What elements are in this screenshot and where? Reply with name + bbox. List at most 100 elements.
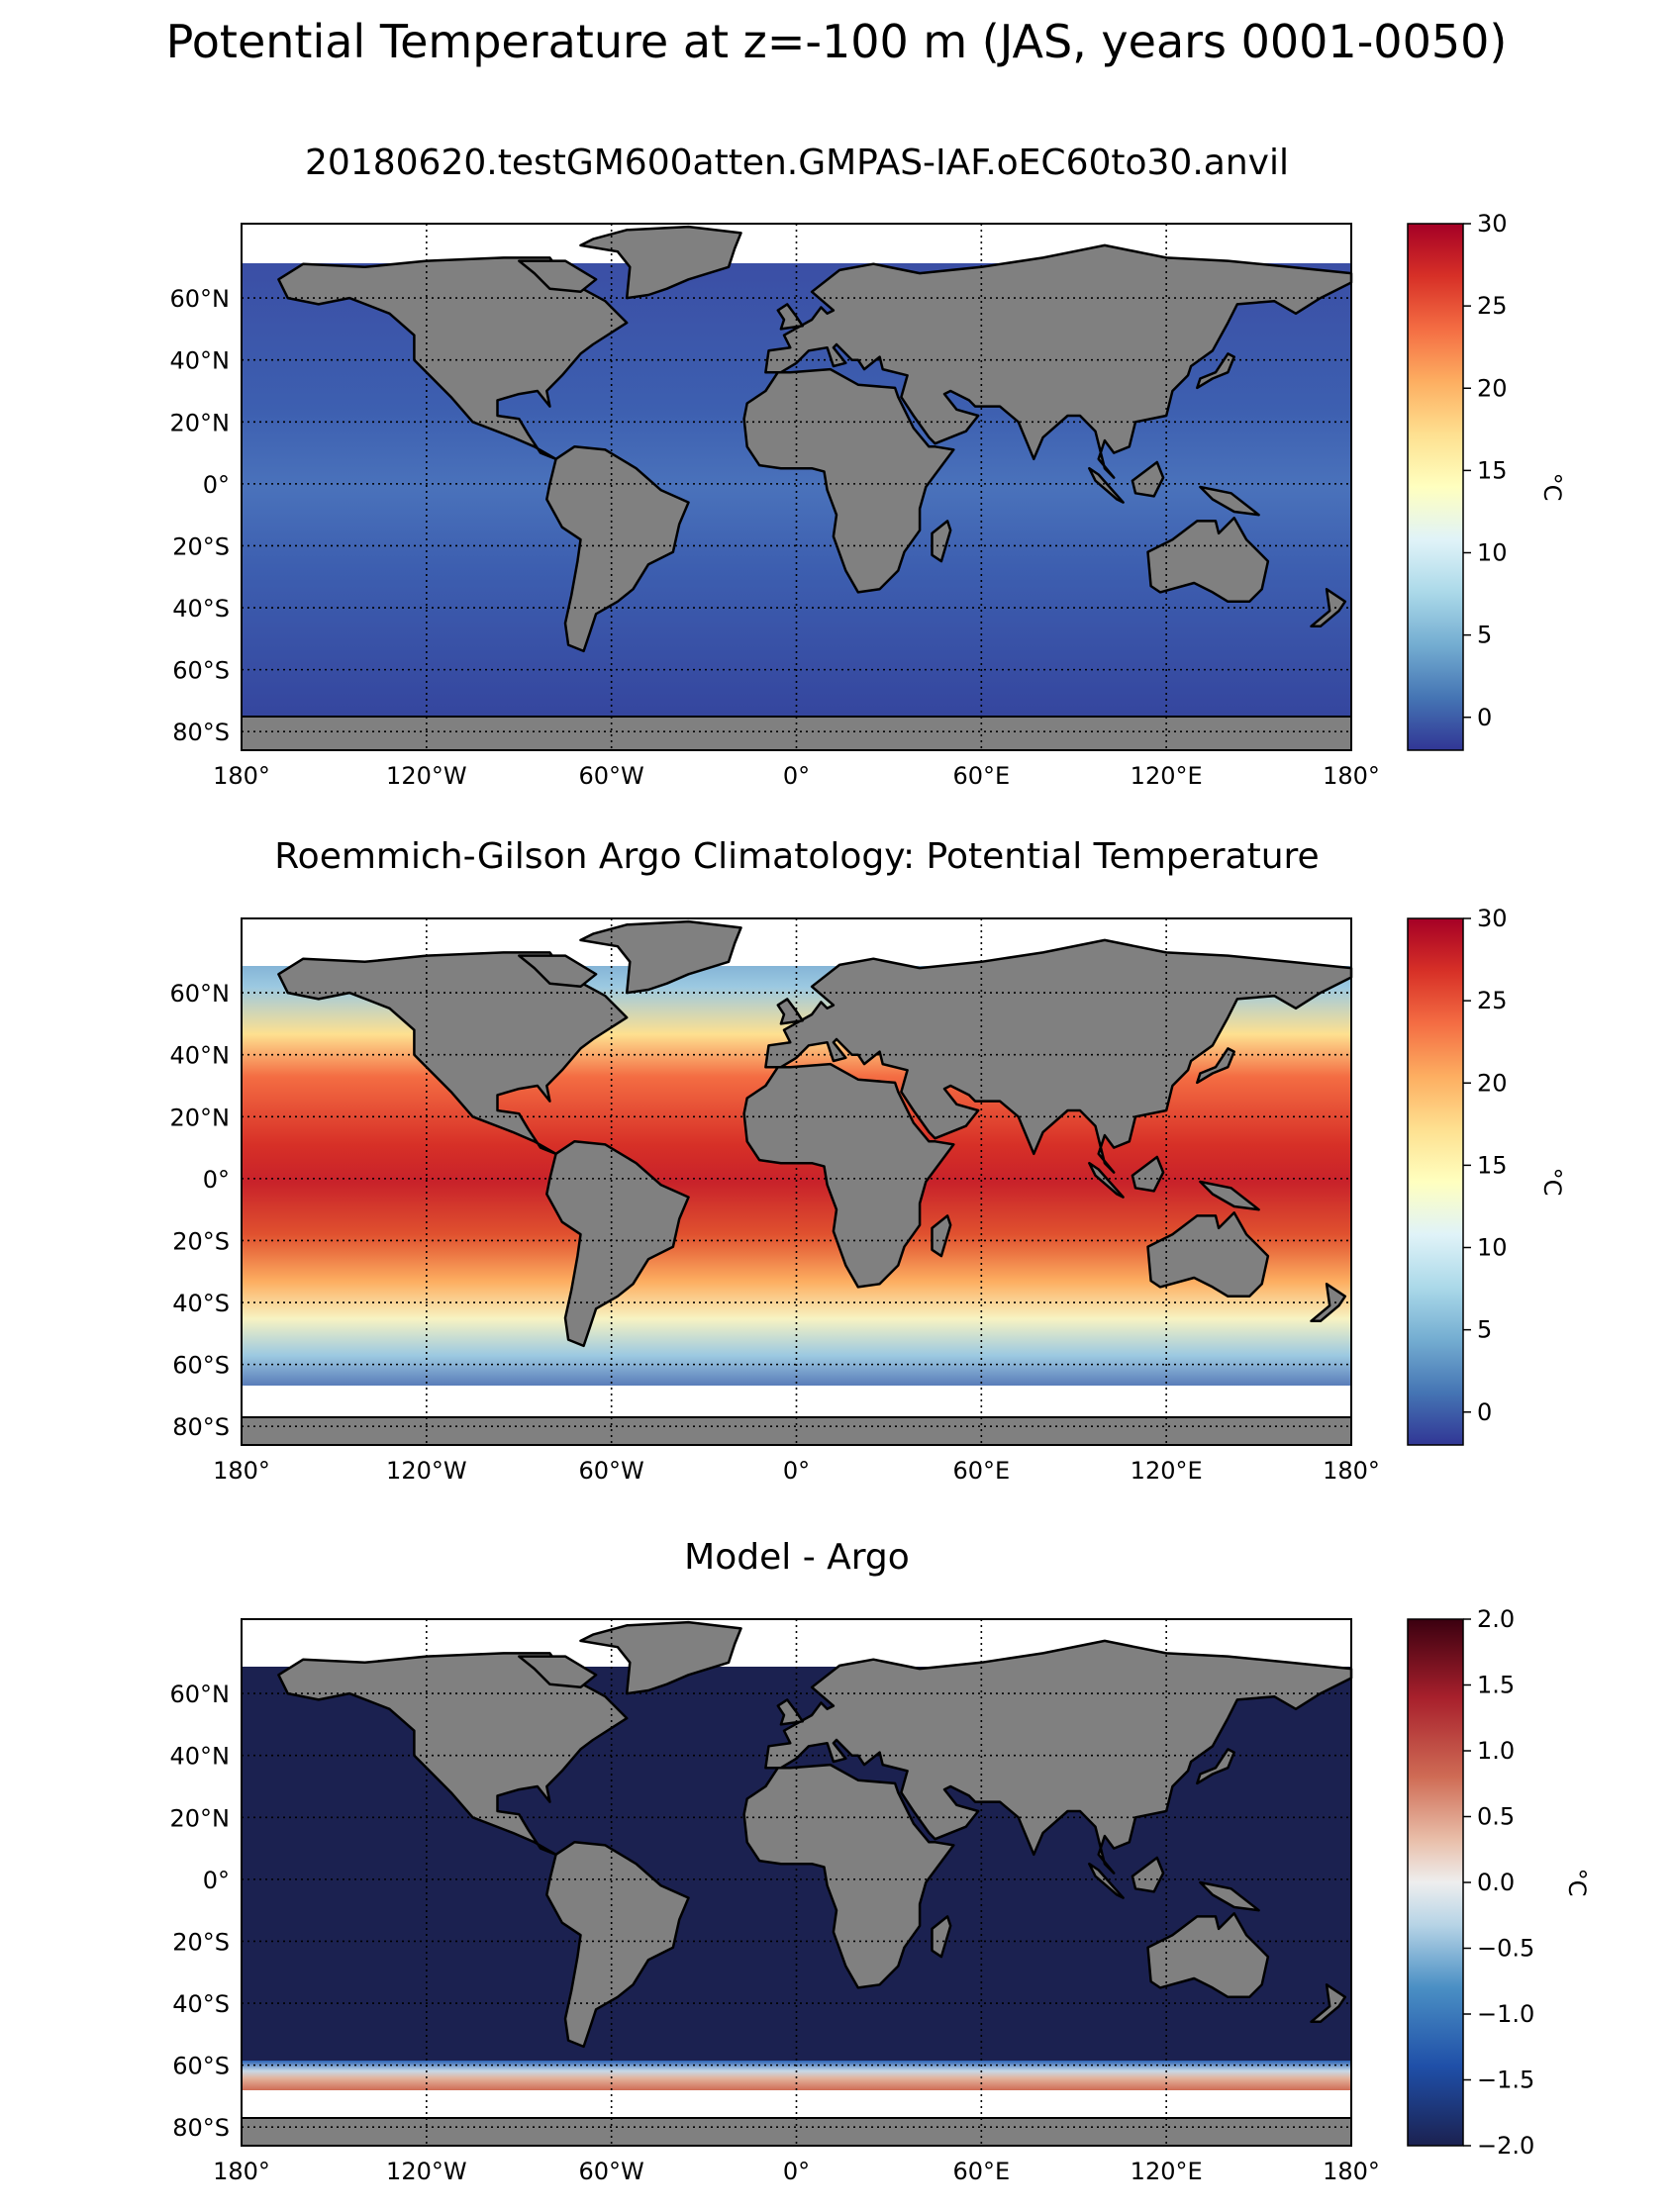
landmass-australia bbox=[1146, 1211, 1270, 1298]
x-tick-label: 0° bbox=[783, 762, 810, 790]
colorbar-tick-label: 30 bbox=[1477, 210, 1508, 238]
y-tick-label: 60°N bbox=[170, 980, 231, 1008]
landmass-uk bbox=[776, 1698, 804, 1726]
x-tick-label: 180° bbox=[213, 2158, 270, 2185]
landmass-uk bbox=[776, 303, 804, 331]
colorbar-gradient bbox=[1407, 1618, 1464, 2147]
x-tick-label: 120°W bbox=[386, 762, 467, 790]
colorbar-tick-label: −2.0 bbox=[1477, 2132, 1534, 2160]
antarctica bbox=[241, 716, 1352, 751]
colorbar-tick-label: 1.0 bbox=[1477, 1737, 1515, 1765]
landmass-new-zealand bbox=[1310, 1983, 1347, 2024]
difference-panel: Model - Argo 60°N 40°N 20°N 0° 20°S 40°S 60°S 8… bbox=[170, 1537, 1592, 2185]
y-tick-label: 0° bbox=[203, 1867, 230, 1894]
x-tick-label: 120°W bbox=[386, 2158, 467, 2185]
map-area bbox=[241, 1618, 1353, 2147]
y-tick-label: 0° bbox=[203, 1166, 230, 1194]
landmass-japan bbox=[1196, 1047, 1235, 1085]
x-tick-label: 60°W bbox=[579, 1457, 644, 1485]
colorbar-gradient bbox=[1407, 917, 1464, 1446]
model-panel: 20180620.testGM600atten.GMPAS-IAF.oEC60t… bbox=[170, 143, 1567, 790]
colorbar-label: °C bbox=[1563, 1869, 1591, 1897]
panel-title: 20180620.testGM600atten.GMPAS-IAF.oEC60t… bbox=[305, 143, 1289, 183]
landmass-japan bbox=[1196, 352, 1235, 390]
landmass-south-america bbox=[545, 1841, 690, 2049]
colorbar: 30 25 20 15 10 5 0 °C bbox=[1407, 905, 1566, 1446]
landmass-borneo bbox=[1131, 1155, 1165, 1193]
y-tick-label: 40°S bbox=[172, 1290, 230, 1317]
colorbar: 2.0 1.5 1.0 0.5 0.0 −0.5 −1.0 −1.5 −2.0 °C bbox=[1407, 1605, 1591, 2160]
landmass-australia bbox=[1146, 517, 1270, 604]
panel-title: Roemmich-Gilson Argo Climatology: Potent… bbox=[274, 836, 1319, 877]
landmass-new-zealand bbox=[1310, 588, 1347, 628]
landmass-new-zealand bbox=[1310, 1283, 1347, 1323]
landmass-africa bbox=[742, 367, 955, 594]
colorbar-gradient bbox=[1407, 223, 1464, 751]
y-tick-label: 20°N bbox=[170, 1104, 231, 1131]
map-area bbox=[241, 223, 1353, 751]
map-frame bbox=[241, 917, 1352, 1446]
landmass-japan bbox=[1196, 1748, 1235, 1785]
colorbar-tick-label: 5 bbox=[1477, 1316, 1492, 1344]
colorbar-label: °C bbox=[1538, 473, 1566, 502]
landmass-sumatra bbox=[1088, 1862, 1125, 1899]
landmass-eurasia bbox=[764, 938, 1353, 1174]
colorbar-tick-label: 15 bbox=[1477, 1151, 1508, 1179]
landmass-sumatra bbox=[1088, 466, 1125, 504]
x-tick-label: 0° bbox=[783, 1457, 810, 1485]
landmass-new-guinea bbox=[1199, 485, 1260, 517]
x-tick-label: 0° bbox=[783, 2158, 810, 2185]
landmass-greenland bbox=[579, 1620, 742, 1695]
y-tick-label: 60°S bbox=[172, 1352, 230, 1380]
y-tick-label: 20°N bbox=[170, 409, 231, 436]
x-tick-label: 180° bbox=[1323, 1457, 1380, 1485]
colorbar-tick-label: 2.0 bbox=[1477, 1605, 1515, 1633]
landmass-uk bbox=[776, 998, 804, 1025]
y-tick-label: 80°S bbox=[172, 719, 230, 746]
colorbar-tick-label: 0.5 bbox=[1477, 1803, 1515, 1831]
landmass-africa bbox=[742, 1763, 955, 1989]
landmass-new-guinea bbox=[1199, 1880, 1260, 1912]
colorbar-tick-label: −1.0 bbox=[1477, 2000, 1534, 2028]
colorbar-tick-label: 0 bbox=[1477, 704, 1492, 731]
colorbar-tick-label: 0 bbox=[1477, 1398, 1492, 1426]
x-tick-label: 60°E bbox=[952, 762, 1010, 790]
landmass-borneo bbox=[1131, 1856, 1165, 1893]
landmass-baffin bbox=[518, 259, 598, 294]
landmass-australia bbox=[1146, 1912, 1270, 1999]
colorbar-tick-label: 0.0 bbox=[1477, 1869, 1515, 1896]
landmass-baffin bbox=[518, 1655, 598, 1689]
colorbar-tick-label: 20 bbox=[1477, 374, 1508, 402]
x-tick-label: 60°E bbox=[952, 2158, 1010, 2185]
y-tick-label: 80°S bbox=[172, 2114, 230, 2142]
landmass-borneo bbox=[1131, 460, 1165, 498]
landmass-south-america bbox=[545, 1140, 690, 1348]
landmass-baffin bbox=[518, 954, 598, 989]
x-tick-label: 120°E bbox=[1131, 762, 1203, 790]
colorbar-tick-label: 10 bbox=[1477, 1234, 1508, 1262]
landmass-eurasia bbox=[764, 243, 1353, 479]
y-tick-label: 20°S bbox=[172, 1928, 230, 1956]
colorbar-tick-label: 30 bbox=[1477, 905, 1508, 932]
x-tick-label: 60°E bbox=[952, 1457, 1010, 1485]
x-tick-label: 60°W bbox=[579, 762, 644, 790]
colorbar-tick-label: −1.5 bbox=[1477, 2067, 1534, 2094]
panel-title: Model - Argo bbox=[684, 1537, 910, 1578]
y-tick-label: 40°N bbox=[170, 1743, 231, 1771]
landmass-madagascar bbox=[931, 1214, 952, 1258]
y-tick-label: 40°N bbox=[170, 1042, 231, 1070]
landmass-eurasia bbox=[764, 1639, 1353, 1875]
colorbar-tick-label: −0.5 bbox=[1477, 1935, 1534, 1963]
x-tick-label: 180° bbox=[213, 1457, 270, 1485]
x-tick-label: 120°E bbox=[1131, 2158, 1203, 2185]
x-tick-label: 180° bbox=[1323, 762, 1380, 790]
colorbar-tick-label: 25 bbox=[1477, 292, 1508, 320]
y-tick-label: 20°S bbox=[172, 1227, 230, 1255]
landmass-greenland bbox=[579, 919, 742, 995]
colorbar-tick-label: 10 bbox=[1477, 539, 1508, 567]
colorbar-tick-label: 15 bbox=[1477, 456, 1508, 484]
x-tick-label: 180° bbox=[1323, 2158, 1380, 2185]
y-tick-label: 20°N bbox=[170, 1804, 231, 1832]
figure-suptitle: Potential Temperature at z=-100 m (JAS, … bbox=[166, 15, 1508, 68]
